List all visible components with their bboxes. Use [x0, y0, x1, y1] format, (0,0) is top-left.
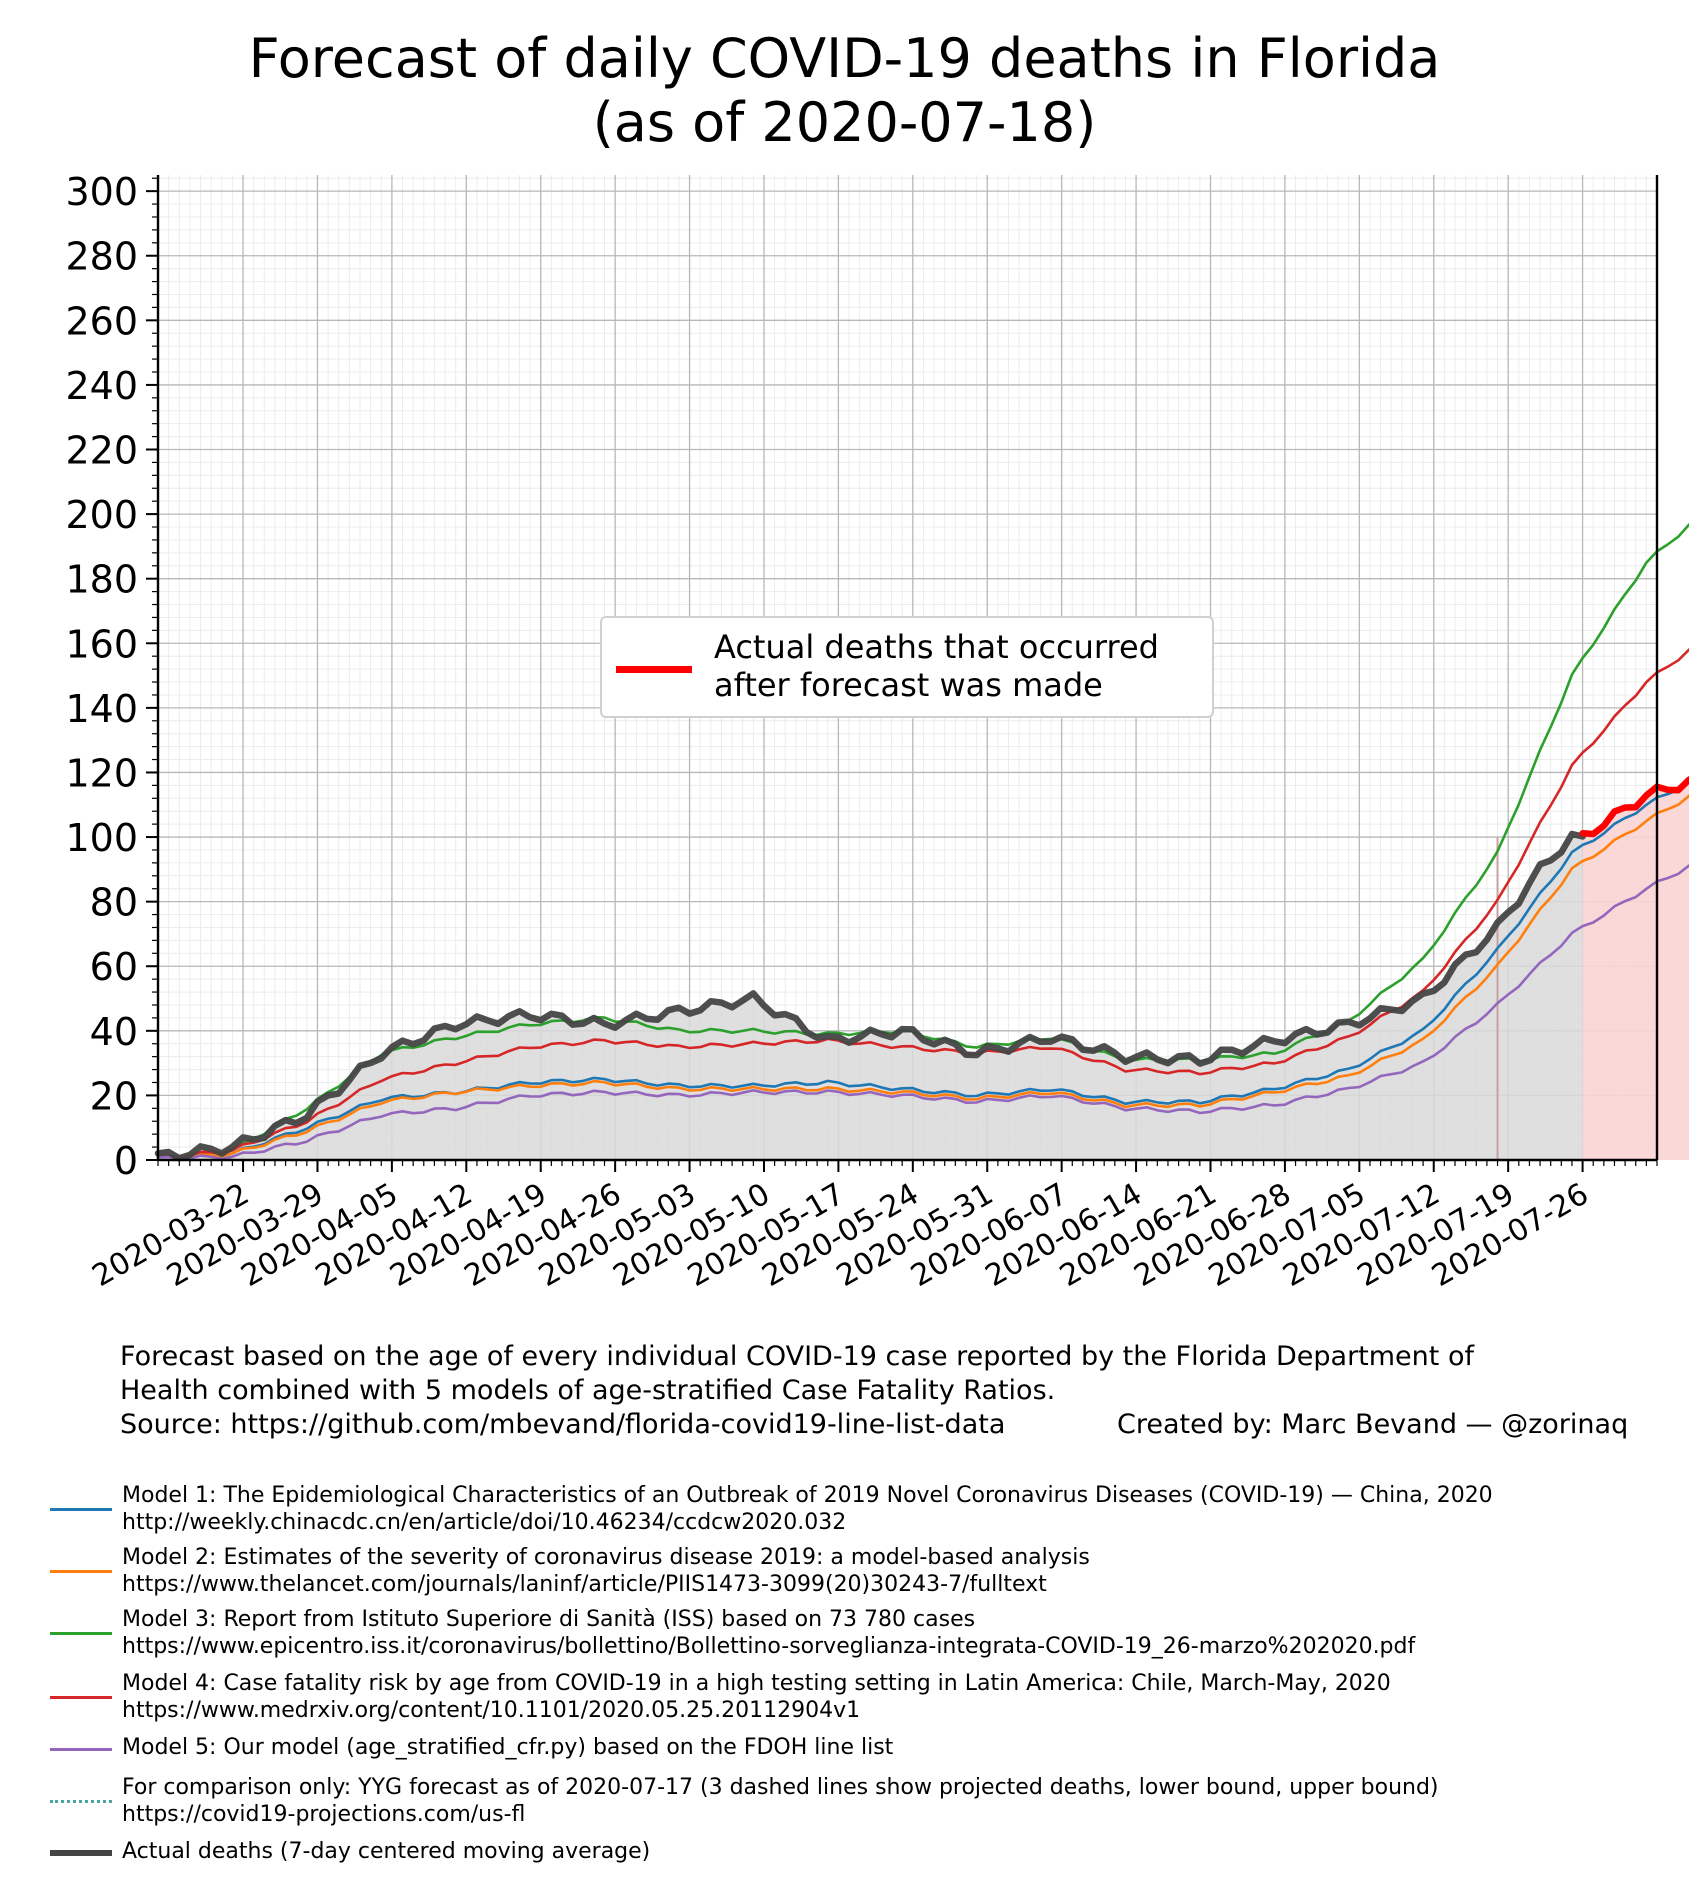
y-tick-label: 260 [65, 299, 138, 343]
legend-line-actual [50, 1850, 112, 1856]
inset-legend-swatch [616, 666, 692, 673]
chart-title-line-2: (as of 2020-07-18) [592, 91, 1097, 154]
legend-line-model-3 [50, 1632, 112, 1635]
legend-title-model-3: Model 3: Report from Istituto Superiore … [122, 1607, 976, 1632]
y-tick-label: 300 [65, 170, 138, 214]
series-line-model-5 [156, 864, 1689, 1161]
after-forecast-area [1582, 782, 1689, 1160]
legend-title-model-5: Model 5: Our model (age_stratified_cfr.p… [122, 1735, 894, 1760]
inset-legend-line-1: Actual deaths that occurred [714, 628, 1159, 666]
caption-credit: Created by: Marc Bevand — @zorinaq [1117, 1409, 1629, 1440]
series-line-model-2 [156, 794, 1689, 1160]
caption-source: Source: https://github.com/mbevand/flori… [120, 1409, 1006, 1440]
legend-line-model-1 [50, 1508, 112, 1511]
caption-line-2: Health combined with 5 models of age-str… [120, 1375, 1056, 1406]
y-tick-label: 120 [65, 751, 138, 795]
inset-legend: Actual deaths that occurred after foreca… [600, 616, 1214, 718]
legend-title-actual: Actual deaths (7-day centered moving ave… [122, 1839, 651, 1864]
legend-url-model-2: https://www.thelancet.com/journals/lanin… [122, 1572, 1047, 1597]
legend-title-model-4: Model 4: Case fatality risk by age from … [122, 1671, 1391, 1696]
legend-title-model-1: Model 1: The Epidemiological Characteris… [122, 1483, 1493, 1508]
chart-title-line-1: Forecast of daily COVID-19 deaths in Flo… [248, 27, 1441, 90]
past-deaths-area [158, 837, 1583, 1160]
y-tick-label: 280 [65, 235, 138, 279]
legend-url-model-1: http://weekly.chinacdc.cn/en/article/doi… [122, 1510, 847, 1535]
y-tick-label: 220 [65, 429, 138, 473]
legend-line-yyg [50, 1800, 112, 1803]
y-tick-label: 180 [65, 558, 138, 602]
inset-legend-line-2: after forecast was made [714, 666, 1103, 704]
y-tick-label: 100 [65, 816, 138, 860]
legend-title-yyg: For comparison only: YYG forecast as of … [122, 1775, 1439, 1800]
y-tick-label: 80 [90, 881, 138, 925]
legend-line-model-2 [50, 1570, 112, 1573]
series-line-actual-deaths-7-day-centered-moving-average- [154, 830, 1586, 1162]
legend-title-model-2: Model 2: Estimates of the severity of co… [122, 1545, 1090, 1570]
series-line-model-4 [156, 648, 1689, 1159]
legend-line-model-5 [50, 1748, 112, 1751]
chart: 0 20 40 60 80 100 120 140 160 180 200 220 240 260 280 3… [65, 170, 1689, 1294]
y-tick-label: 20 [90, 1074, 138, 1118]
y-tick-label: 200 [65, 493, 138, 537]
y-tick-label: 0 [114, 1139, 138, 1183]
series-line-actual-deaths-after-forecast [1579, 776, 1689, 838]
y-tick-label: 160 [65, 622, 138, 666]
legend-url-yyg: https://covid19-projections.com/us-fl [122, 1802, 526, 1827]
legend-line-model-4 [50, 1696, 112, 1699]
y-tick-label: 240 [65, 364, 138, 408]
y-tick-label: 140 [65, 687, 138, 731]
legend-url-model-3: https://www.epicentro.iss.it/coronavirus… [122, 1634, 1416, 1659]
caption-line-1: Forecast based on the age of every indiv… [120, 1341, 1474, 1372]
y-tick-label: 60 [90, 945, 138, 989]
y-tick-label: 40 [90, 1010, 138, 1054]
legend-url-model-4: https://www.medrxiv.org/content/10.1101/… [122, 1698, 861, 1723]
